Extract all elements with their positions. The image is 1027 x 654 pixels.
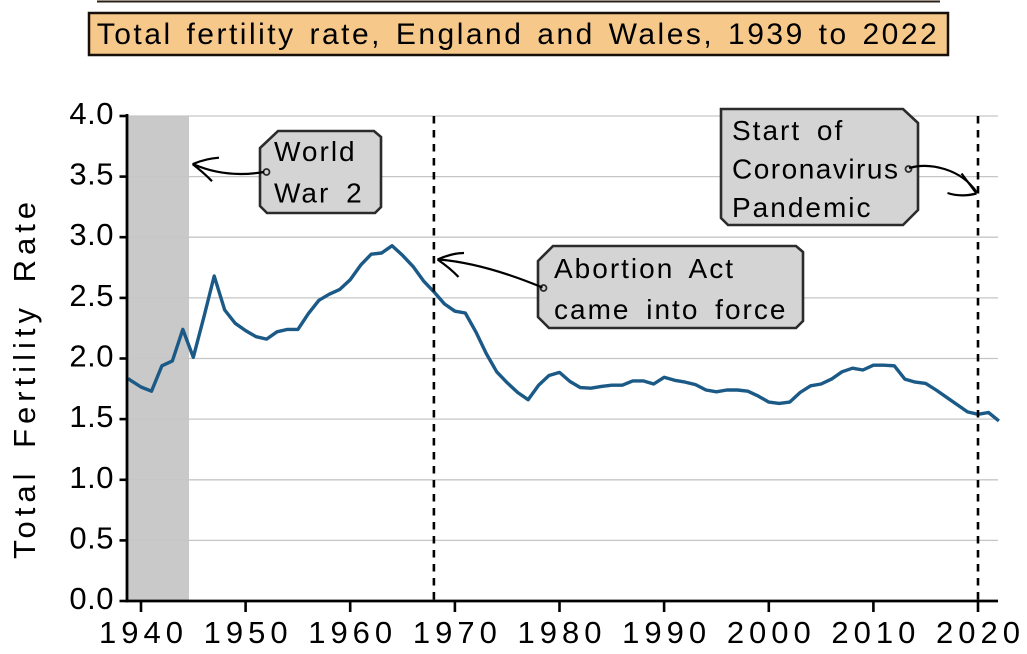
- svg-text:3.5: 3.5: [69, 157, 114, 192]
- svg-text:0.5: 0.5: [69, 520, 114, 555]
- svg-text:1990: 1990: [622, 615, 711, 650]
- svg-text:Total fertility rate, England: Total fertility rate, England and Wales,…: [97, 18, 939, 51]
- svg-text:1940: 1940: [99, 615, 188, 650]
- svg-text:Coronavirus: Coronavirus: [732, 154, 899, 185]
- svg-text:1950: 1950: [204, 615, 293, 650]
- svg-text:War 2: War 2: [274, 178, 364, 209]
- svg-text:2010: 2010: [831, 615, 920, 650]
- svg-text:3.0: 3.0: [69, 217, 114, 252]
- svg-text:4.0: 4.0: [69, 96, 114, 131]
- svg-text:1960: 1960: [308, 615, 397, 650]
- svg-text:Abortion Act: Abortion Act: [554, 253, 735, 284]
- svg-text:1970: 1970: [413, 615, 502, 650]
- svg-text:came into force: came into force: [554, 294, 787, 325]
- svg-text:World: World: [274, 136, 357, 167]
- svg-text:1.5: 1.5: [69, 399, 114, 434]
- svg-text:Total Fertility Rate: Total Fertility Rate: [7, 197, 42, 559]
- svg-text:1980: 1980: [518, 615, 607, 650]
- svg-text:Start of: Start of: [732, 115, 844, 146]
- svg-text:2.5: 2.5: [69, 278, 114, 313]
- svg-text:2.0: 2.0: [69, 339, 114, 374]
- svg-text:2020: 2020: [936, 615, 1025, 650]
- svg-text:Pandemic: Pandemic: [732, 192, 873, 223]
- svg-text:2000: 2000: [727, 615, 816, 650]
- svg-text:1.0: 1.0: [69, 460, 114, 495]
- svg-text:0.0: 0.0: [69, 581, 114, 616]
